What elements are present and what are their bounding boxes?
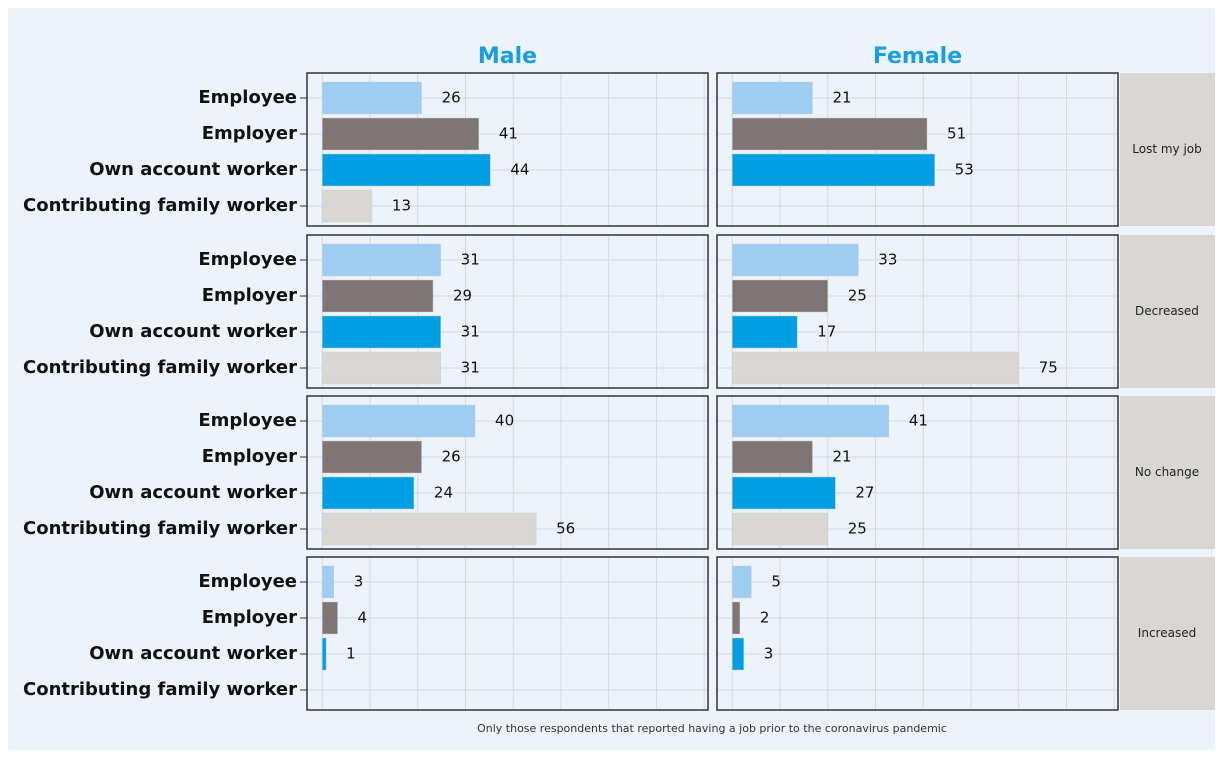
category-label: Employer xyxy=(202,285,297,306)
value-label: 29 xyxy=(453,287,472,305)
strip-label: Lost my job xyxy=(1132,142,1202,156)
bar xyxy=(732,404,890,438)
panel-border xyxy=(306,395,709,550)
footnote: Only those respondents that reported hav… xyxy=(477,722,947,735)
bar xyxy=(732,601,741,635)
bar xyxy=(732,243,859,277)
value-label: 17 xyxy=(817,323,836,341)
bar xyxy=(732,637,744,671)
bar xyxy=(322,512,537,546)
value-label: 24 xyxy=(434,484,453,502)
value-label: 31 xyxy=(461,359,480,377)
value-label: 40 xyxy=(495,412,514,430)
value-label: 3 xyxy=(354,573,364,591)
category-label: Employee xyxy=(198,410,297,431)
bar xyxy=(322,601,338,635)
bar xyxy=(732,315,798,349)
value-label: 53 xyxy=(955,161,974,179)
bar xyxy=(322,404,476,438)
category-label: Employer xyxy=(202,123,297,144)
value-label: 25 xyxy=(848,520,867,538)
strip-label: Increased xyxy=(1138,626,1196,640)
strip-background xyxy=(1120,557,1215,710)
value-label: 41 xyxy=(909,412,928,430)
plot-background xyxy=(8,8,1215,750)
value-label: 1 xyxy=(346,645,356,663)
panel-border xyxy=(306,72,709,227)
bar xyxy=(322,117,480,151)
bar xyxy=(322,243,441,277)
value-label: 31 xyxy=(461,323,480,341)
bar xyxy=(732,117,928,151)
column-title: Female xyxy=(873,44,962,69)
value-label: 33 xyxy=(878,251,897,269)
value-label: 51 xyxy=(947,125,966,143)
value-label: 21 xyxy=(832,448,851,466)
value-label: 4 xyxy=(358,609,368,627)
panel-border xyxy=(716,72,1119,227)
value-label: 26 xyxy=(442,89,461,107)
value-label: 56 xyxy=(556,520,575,538)
strip-label: Decreased xyxy=(1135,304,1199,318)
category-label: Employee xyxy=(198,571,297,592)
panel-border xyxy=(716,395,1119,550)
strip-label: No change xyxy=(1135,465,1199,479)
bar xyxy=(322,315,441,349)
category-label: Employer xyxy=(202,607,297,628)
category-label: Employee xyxy=(198,249,297,270)
bar xyxy=(732,440,813,474)
value-label: 44 xyxy=(510,161,529,179)
bar xyxy=(732,279,829,313)
bar xyxy=(322,476,415,510)
value-label: 5 xyxy=(771,573,781,591)
strip-background xyxy=(1120,73,1215,226)
bar xyxy=(322,440,422,474)
bar xyxy=(322,153,491,187)
bar xyxy=(732,351,1019,385)
value-label: 13 xyxy=(392,197,411,215)
value-label: 2 xyxy=(760,609,770,627)
bar xyxy=(322,351,441,385)
bar xyxy=(732,565,752,599)
bar xyxy=(322,279,434,313)
value-label: 25 xyxy=(848,287,867,305)
panel-border xyxy=(306,234,709,389)
value-label: 41 xyxy=(499,125,518,143)
value-label: 31 xyxy=(461,251,480,269)
category-label: Own account worker xyxy=(89,643,297,664)
strip-background xyxy=(1120,235,1215,388)
category-label: Own account worker xyxy=(89,321,297,342)
bar xyxy=(732,512,829,546)
category-label: Employer xyxy=(202,446,297,467)
strip-background xyxy=(1120,396,1215,549)
value-label: 3 xyxy=(764,645,774,663)
bar xyxy=(732,476,836,510)
bar xyxy=(322,189,373,223)
bar xyxy=(732,153,935,187)
value-label: 26 xyxy=(442,448,461,466)
category-label: Own account worker xyxy=(89,482,297,503)
category-label: Contributing family worker xyxy=(23,357,297,378)
category-label: Employee xyxy=(198,87,297,108)
panel-border xyxy=(716,234,1119,389)
value-label: 27 xyxy=(855,484,874,502)
category-label: Contributing family worker xyxy=(23,518,297,539)
column-title: Male xyxy=(478,44,537,69)
bar xyxy=(322,81,422,115)
bar xyxy=(322,637,327,671)
category-label: Contributing family worker xyxy=(23,195,297,216)
category-label: Contributing family worker xyxy=(23,679,297,700)
value-label: 75 xyxy=(1039,359,1058,377)
panel-border xyxy=(716,556,1119,711)
category-label: Own account worker xyxy=(89,159,297,180)
bar xyxy=(732,81,813,115)
value-label: 21 xyxy=(832,89,851,107)
panel-border xyxy=(306,556,709,711)
bar xyxy=(322,565,334,599)
